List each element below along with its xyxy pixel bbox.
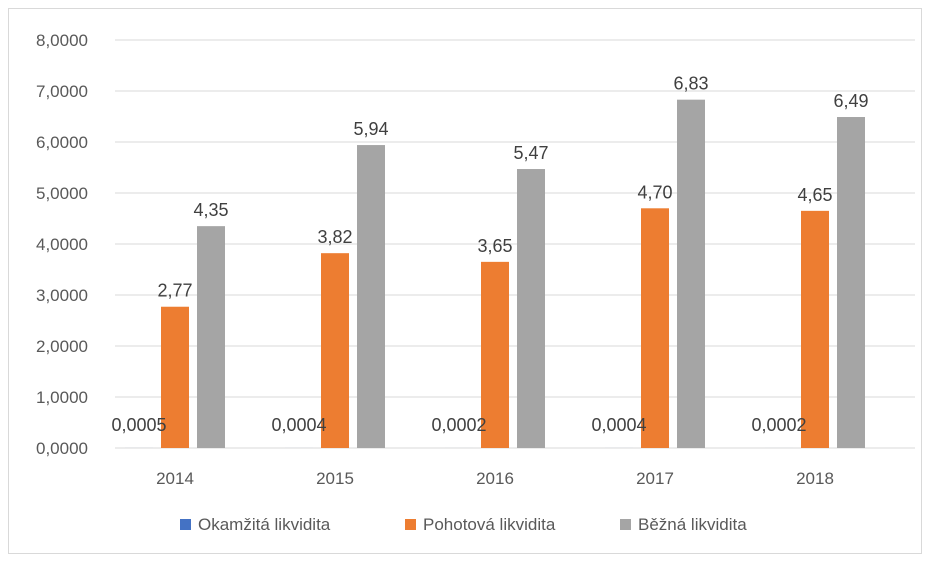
data-label: 0,0005 — [111, 415, 166, 435]
data-label: 0,0002 — [431, 415, 486, 435]
gridlines — [115, 40, 915, 448]
bar-pohotov-likvidita-2017 — [641, 208, 669, 448]
data-label: 3,82 — [317, 227, 352, 247]
data-label: 4,65 — [797, 185, 832, 205]
y-tick-label: 4,0000 — [36, 235, 88, 254]
data-label: 0,0004 — [591, 415, 646, 435]
data-label: 4,35 — [193, 200, 228, 220]
data-label: 0,0004 — [271, 415, 326, 435]
y-tick-label: 7,0000 — [36, 82, 88, 101]
y-tick-label: 0,0000 — [36, 439, 88, 458]
bar-b-n-likvidita-2017 — [677, 100, 705, 448]
y-tick-label: 5,0000 — [36, 184, 88, 203]
data-label: 4,70 — [637, 182, 672, 202]
data-label: 6,83 — [673, 74, 708, 94]
x-tick-label: 2014 — [156, 469, 194, 488]
bar-pohotov-likvidita-2018 — [801, 211, 829, 448]
bar-b-n-likvidita-2014 — [197, 226, 225, 448]
data-label: 2,77 — [157, 281, 192, 301]
y-axis-tick-labels: 0,0000 1,0000 2,0000 3,0000 4,0000 5,0000 6,00… — [36, 31, 88, 458]
x-tick-label: 2017 — [636, 469, 674, 488]
legend: Okamžitá likvidita Pohotová likvidita Běžn… — [180, 515, 747, 534]
bar-b-n-likvidita-2015 — [357, 145, 385, 448]
data-label: 5,94 — [353, 119, 388, 139]
bar-b-n-likvidita-2016 — [517, 169, 545, 448]
data-label: 5,47 — [513, 143, 548, 163]
legend-swatch — [180, 519, 191, 530]
x-tick-label: 2018 — [796, 469, 834, 488]
x-tick-label: 2016 — [476, 469, 514, 488]
y-tick-label: 3,0000 — [36, 286, 88, 305]
x-tick-label: 2015 — [316, 469, 354, 488]
bars — [125, 100, 865, 448]
data-label: 0,0002 — [751, 415, 806, 435]
y-tick-label: 1,0000 — [36, 388, 88, 407]
y-tick-label: 8,0000 — [36, 31, 88, 50]
y-tick-label: 2,0000 — [36, 337, 88, 356]
legend-label: Běžná likvidita — [638, 515, 747, 534]
data-label: 3,65 — [477, 236, 512, 256]
y-tick-label: 6,0000 — [36, 133, 88, 152]
bar-b-n-likvidita-2018 — [837, 117, 865, 448]
legend-label: Pohotová likvidita — [423, 515, 556, 534]
x-axis-tick-labels: 2014 2015 2016 2017 2018 — [156, 469, 834, 488]
data-label: 6,49 — [833, 91, 868, 111]
legend-swatch — [405, 519, 416, 530]
legend-label: Okamžitá likvidita — [198, 515, 331, 534]
legend-swatch — [620, 519, 631, 530]
